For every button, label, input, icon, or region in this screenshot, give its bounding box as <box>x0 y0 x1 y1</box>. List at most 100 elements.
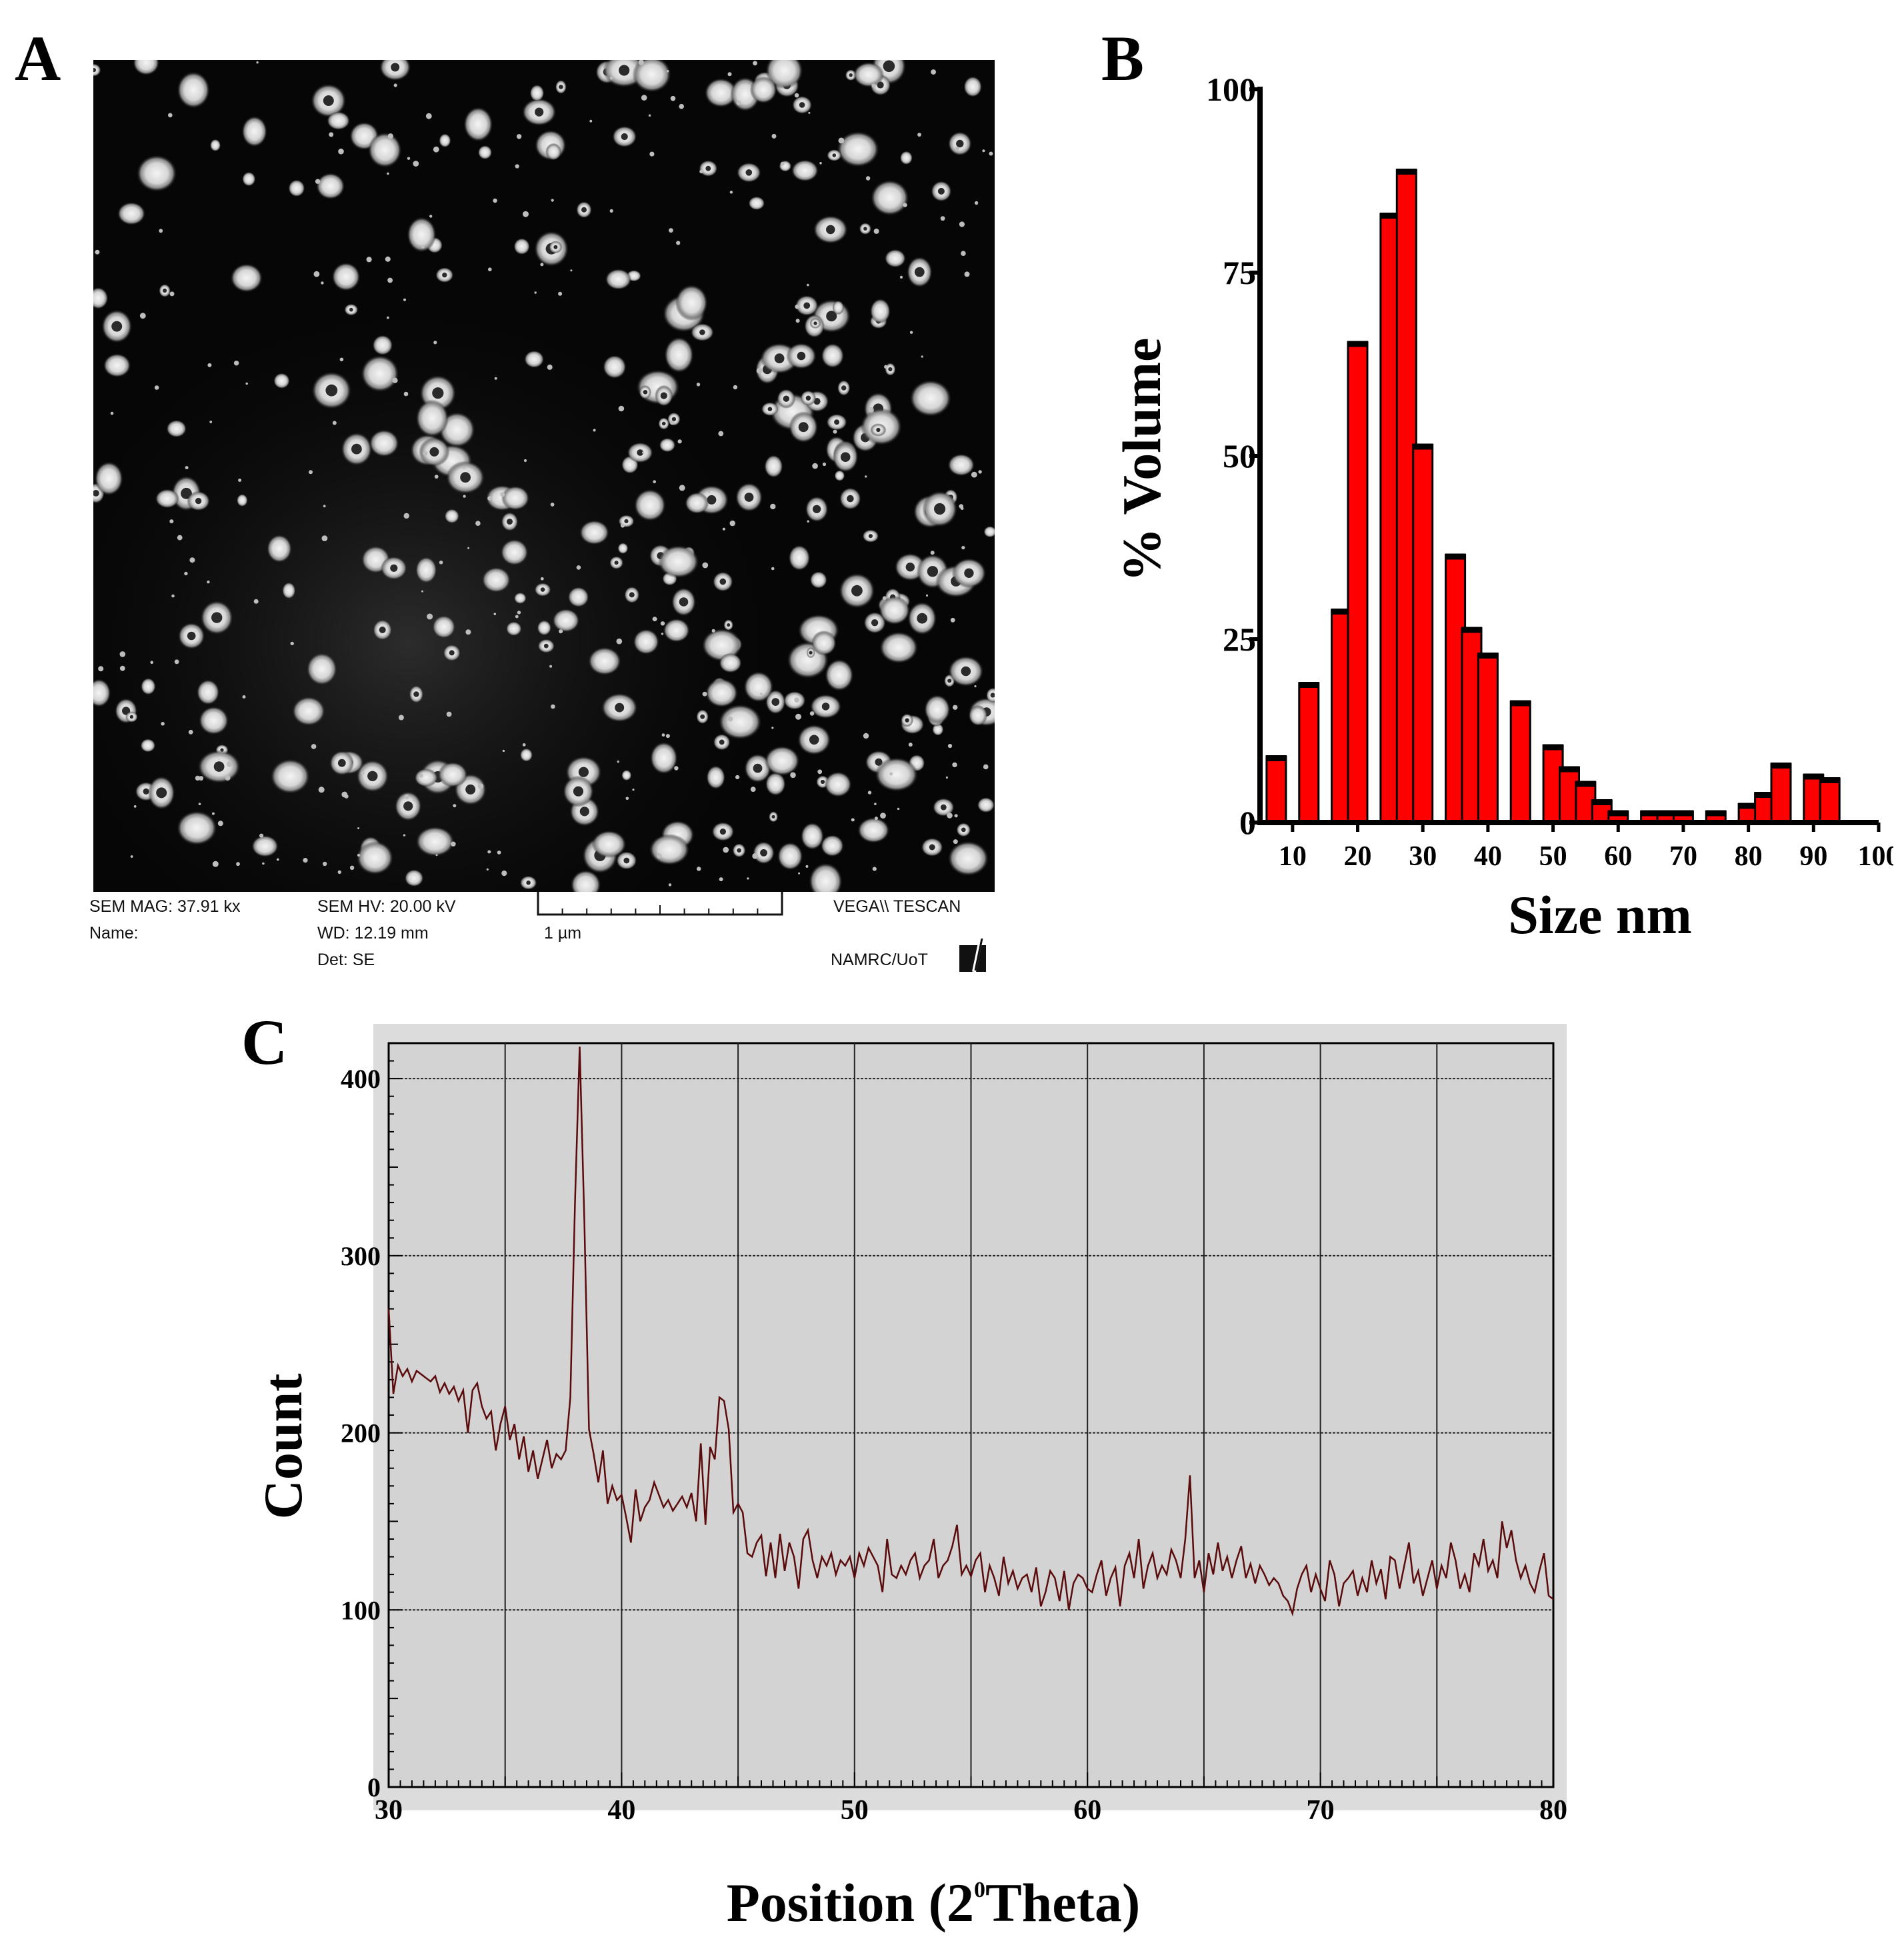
sem-particle <box>579 520 609 545</box>
sem-particle-core <box>934 503 946 515</box>
sem-dot <box>338 148 344 155</box>
sem-dot <box>795 304 800 309</box>
sem-dot <box>665 734 670 739</box>
sem-dot <box>98 666 104 672</box>
sem-particle-core <box>809 651 813 655</box>
sem-particle <box>415 399 449 437</box>
sem-particle <box>765 772 786 796</box>
sem-dot <box>439 561 443 565</box>
sem-particle <box>93 287 109 309</box>
sem-particle <box>899 151 913 165</box>
sem-dot <box>559 629 563 634</box>
sem-particle-core <box>929 844 935 851</box>
sem-particle <box>963 76 982 97</box>
sem-particle-core <box>403 801 413 811</box>
sem-working-distance: WD: 12.19 mm <box>317 924 429 943</box>
sem-dot <box>413 799 415 802</box>
sem-dot <box>423 451 428 456</box>
histogram-bar-cap <box>1640 810 1661 817</box>
sem-dot <box>133 805 137 808</box>
sem-dot <box>642 451 645 454</box>
sem-particle-core <box>812 505 821 513</box>
histogram-bar <box>1347 341 1369 824</box>
sem-dot <box>955 147 959 151</box>
sem-particle-core <box>195 497 202 505</box>
sem-particle <box>853 62 885 87</box>
sem-particle-core <box>783 395 790 402</box>
sem-dot <box>387 133 393 139</box>
sem-scale-label: 1 µm <box>544 924 582 943</box>
sem-dot <box>387 172 389 175</box>
sem-particle <box>765 60 803 89</box>
sem-dot <box>964 271 970 277</box>
sem-particle-core <box>623 857 630 864</box>
sem-particle <box>95 461 123 496</box>
sem-dot <box>467 547 470 549</box>
x-tick-label: 60 <box>1073 1795 1101 1826</box>
sem-dot <box>497 851 501 855</box>
sem-dot <box>708 491 711 493</box>
sem-dot <box>463 466 466 469</box>
histogram-bar-cap <box>1803 773 1824 780</box>
sem-dot <box>547 364 553 370</box>
sem-dot <box>961 251 966 257</box>
sem-dot <box>930 551 935 555</box>
sem-dot <box>838 137 845 144</box>
y-tick-label: 25 <box>1223 621 1256 658</box>
sem-dot <box>540 577 544 581</box>
sem-dot <box>403 298 406 301</box>
sem-dot <box>931 69 936 75</box>
sem-dot <box>978 470 982 474</box>
sem-dot <box>771 567 775 571</box>
sem-particle <box>166 420 187 438</box>
sem-dot <box>719 877 723 882</box>
sem-dot <box>309 470 313 475</box>
sem-particle-core <box>799 102 805 108</box>
sem-dot <box>702 562 709 569</box>
sem-dot <box>872 867 877 871</box>
sem-particle-core <box>624 519 629 524</box>
sem-particle <box>705 679 738 708</box>
sem-particle <box>663 618 690 643</box>
sem-particle-core <box>661 421 666 426</box>
sem-particle <box>788 545 811 571</box>
sem-particle-core <box>813 321 817 325</box>
sem-dot <box>549 665 553 668</box>
sem-particle-core <box>927 566 939 577</box>
sem-particle <box>273 373 290 389</box>
sem-dot <box>198 803 201 805</box>
sem-dot <box>974 201 979 205</box>
sem-particle <box>821 343 844 369</box>
sem-particle-core <box>559 85 563 89</box>
sem-dot <box>233 361 239 366</box>
sem-dot <box>174 659 179 665</box>
sem-particle-core <box>629 592 635 598</box>
sem-particle <box>331 262 361 291</box>
sem-dot <box>558 291 563 296</box>
sem-particle-core <box>187 631 196 641</box>
sem-dot <box>679 103 684 109</box>
histogram-bar <box>1770 763 1792 824</box>
y-tick-label: 200 <box>341 1418 381 1448</box>
sem-dot <box>253 599 259 604</box>
sem-particle <box>719 653 742 673</box>
sem-particle-core <box>803 302 811 309</box>
sem-dot <box>421 590 423 593</box>
sem-dot <box>119 665 125 671</box>
sem-dot <box>873 228 879 234</box>
sem-particle <box>567 587 589 608</box>
sem-dot <box>971 471 977 478</box>
sem-particle <box>210 139 221 152</box>
sem-dot <box>711 629 715 633</box>
sem-particle <box>177 811 217 845</box>
sem-particle <box>664 337 694 373</box>
sem-particle <box>685 492 709 514</box>
sem-particle-core <box>465 784 476 795</box>
histogram-bar-cap <box>1559 766 1580 773</box>
sem-dot <box>609 77 613 80</box>
sem-dot <box>770 503 776 510</box>
x-tick-label: 40 <box>1474 841 1502 872</box>
sem-dot <box>653 480 656 483</box>
sem-particle <box>659 438 676 453</box>
sem-particle <box>267 535 292 563</box>
